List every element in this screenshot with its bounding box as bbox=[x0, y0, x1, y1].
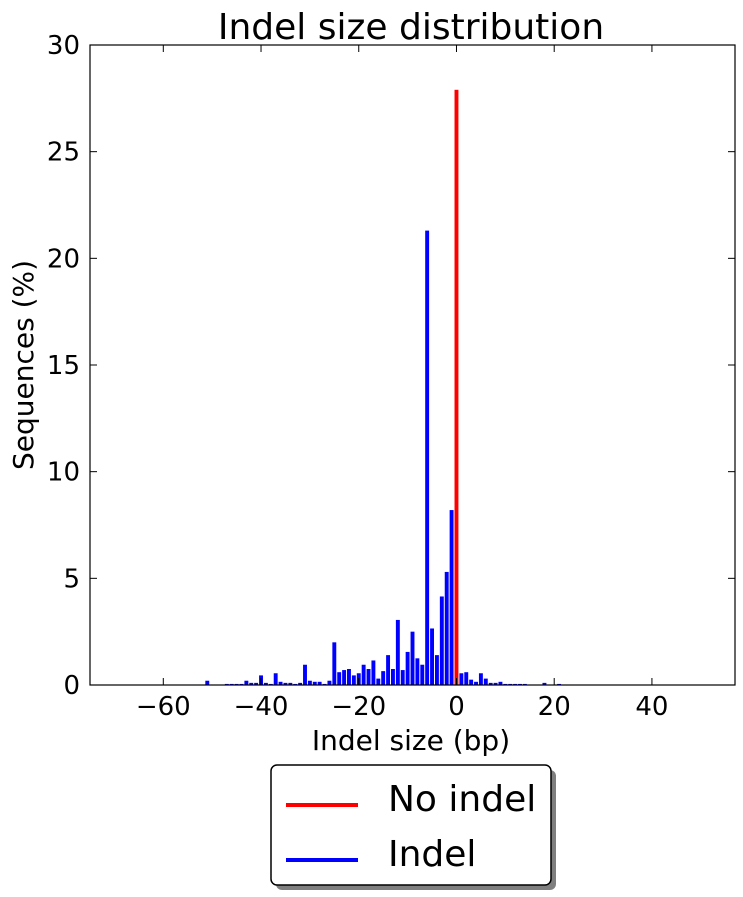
indel-bar bbox=[420, 664, 425, 685]
legend-label-indel: Indel bbox=[388, 834, 476, 875]
indel-bar bbox=[342, 670, 347, 685]
indel-bar bbox=[459, 673, 464, 685]
y-tick-label: 0 bbox=[63, 671, 80, 701]
x-axis-label: Indel size (bp) bbox=[312, 724, 510, 757]
indel-bar bbox=[464, 672, 469, 685]
indel-bar bbox=[303, 664, 307, 685]
indel-bar bbox=[542, 682, 547, 685]
indel-bar bbox=[434, 655, 439, 685]
indel-bar bbox=[488, 682, 493, 685]
indel-bar bbox=[307, 680, 312, 685]
indel-bar bbox=[273, 673, 278, 685]
indel-bar bbox=[444, 571, 449, 685]
indel-bar bbox=[298, 682, 303, 685]
indel-bar bbox=[254, 682, 259, 685]
indel-bar bbox=[386, 655, 391, 685]
y-tick-label: 10 bbox=[47, 458, 80, 488]
x-tick-label: 20 bbox=[538, 692, 571, 722]
indel-bar bbox=[244, 680, 249, 685]
indel-bar bbox=[376, 678, 381, 685]
x-tick-label: 0 bbox=[448, 692, 465, 722]
legend-label-no-indel: No indel bbox=[388, 779, 536, 820]
indel-bar bbox=[371, 660, 376, 685]
no-indel-bar bbox=[454, 89, 459, 686]
indel-bar bbox=[317, 681, 322, 685]
legend: No indel Indel bbox=[270, 764, 556, 890]
x-tick-label: −40 bbox=[234, 692, 289, 722]
indel-bar bbox=[439, 596, 444, 685]
indel-bar bbox=[288, 682, 293, 685]
y-tick-label: 30 bbox=[47, 31, 80, 61]
indel-bar bbox=[278, 681, 283, 685]
indel-bar bbox=[327, 680, 332, 685]
indel-bar bbox=[205, 680, 210, 685]
indel-bar bbox=[415, 658, 420, 685]
indel-bar bbox=[312, 681, 317, 685]
y-tick-label: 25 bbox=[47, 138, 80, 168]
indel-bar bbox=[351, 675, 356, 685]
chart-title: Indel size distribution bbox=[218, 7, 604, 48]
indel-bar bbox=[449, 510, 454, 685]
indel-bar bbox=[430, 628, 434, 685]
indel-bar bbox=[332, 642, 337, 685]
indel-bar bbox=[478, 673, 483, 685]
y-tick-label: 15 bbox=[47, 351, 80, 381]
indel-bar bbox=[410, 631, 415, 685]
indel-bar bbox=[366, 669, 371, 685]
indel-bar bbox=[483, 678, 488, 685]
indel-bar bbox=[249, 682, 254, 685]
x-tick-label: −20 bbox=[331, 692, 386, 722]
indel-bar bbox=[425, 230, 430, 685]
ticks-layer: −60 −40 −20 0 20 40 0 5 10 15 20 25 30 bbox=[47, 31, 735, 722]
x-tick-label: −60 bbox=[136, 692, 191, 722]
y-axis-label: Sequences (%) bbox=[7, 260, 40, 470]
indel-bar bbox=[263, 682, 268, 685]
indel-bar bbox=[469, 679, 474, 685]
indel-bar bbox=[395, 619, 400, 685]
indel-bar bbox=[381, 671, 386, 685]
legend-box bbox=[270, 764, 552, 886]
indel-bar bbox=[391, 669, 395, 685]
indel-bar bbox=[498, 681, 503, 685]
indel-bar bbox=[337, 672, 342, 685]
indel-bar bbox=[283, 682, 288, 685]
indel-bar bbox=[405, 651, 410, 685]
y-tick-label: 5 bbox=[63, 564, 80, 594]
indel-bar bbox=[361, 664, 366, 685]
indel-bar bbox=[474, 681, 478, 685]
x-tick-label: 40 bbox=[635, 692, 668, 722]
indel-bar bbox=[347, 669, 351, 685]
bars-layer bbox=[205, 89, 562, 686]
plot-frame bbox=[89, 44, 736, 686]
indel-bar bbox=[493, 682, 498, 685]
y-tick-label: 20 bbox=[47, 244, 80, 274]
indel-bar bbox=[400, 670, 405, 685]
